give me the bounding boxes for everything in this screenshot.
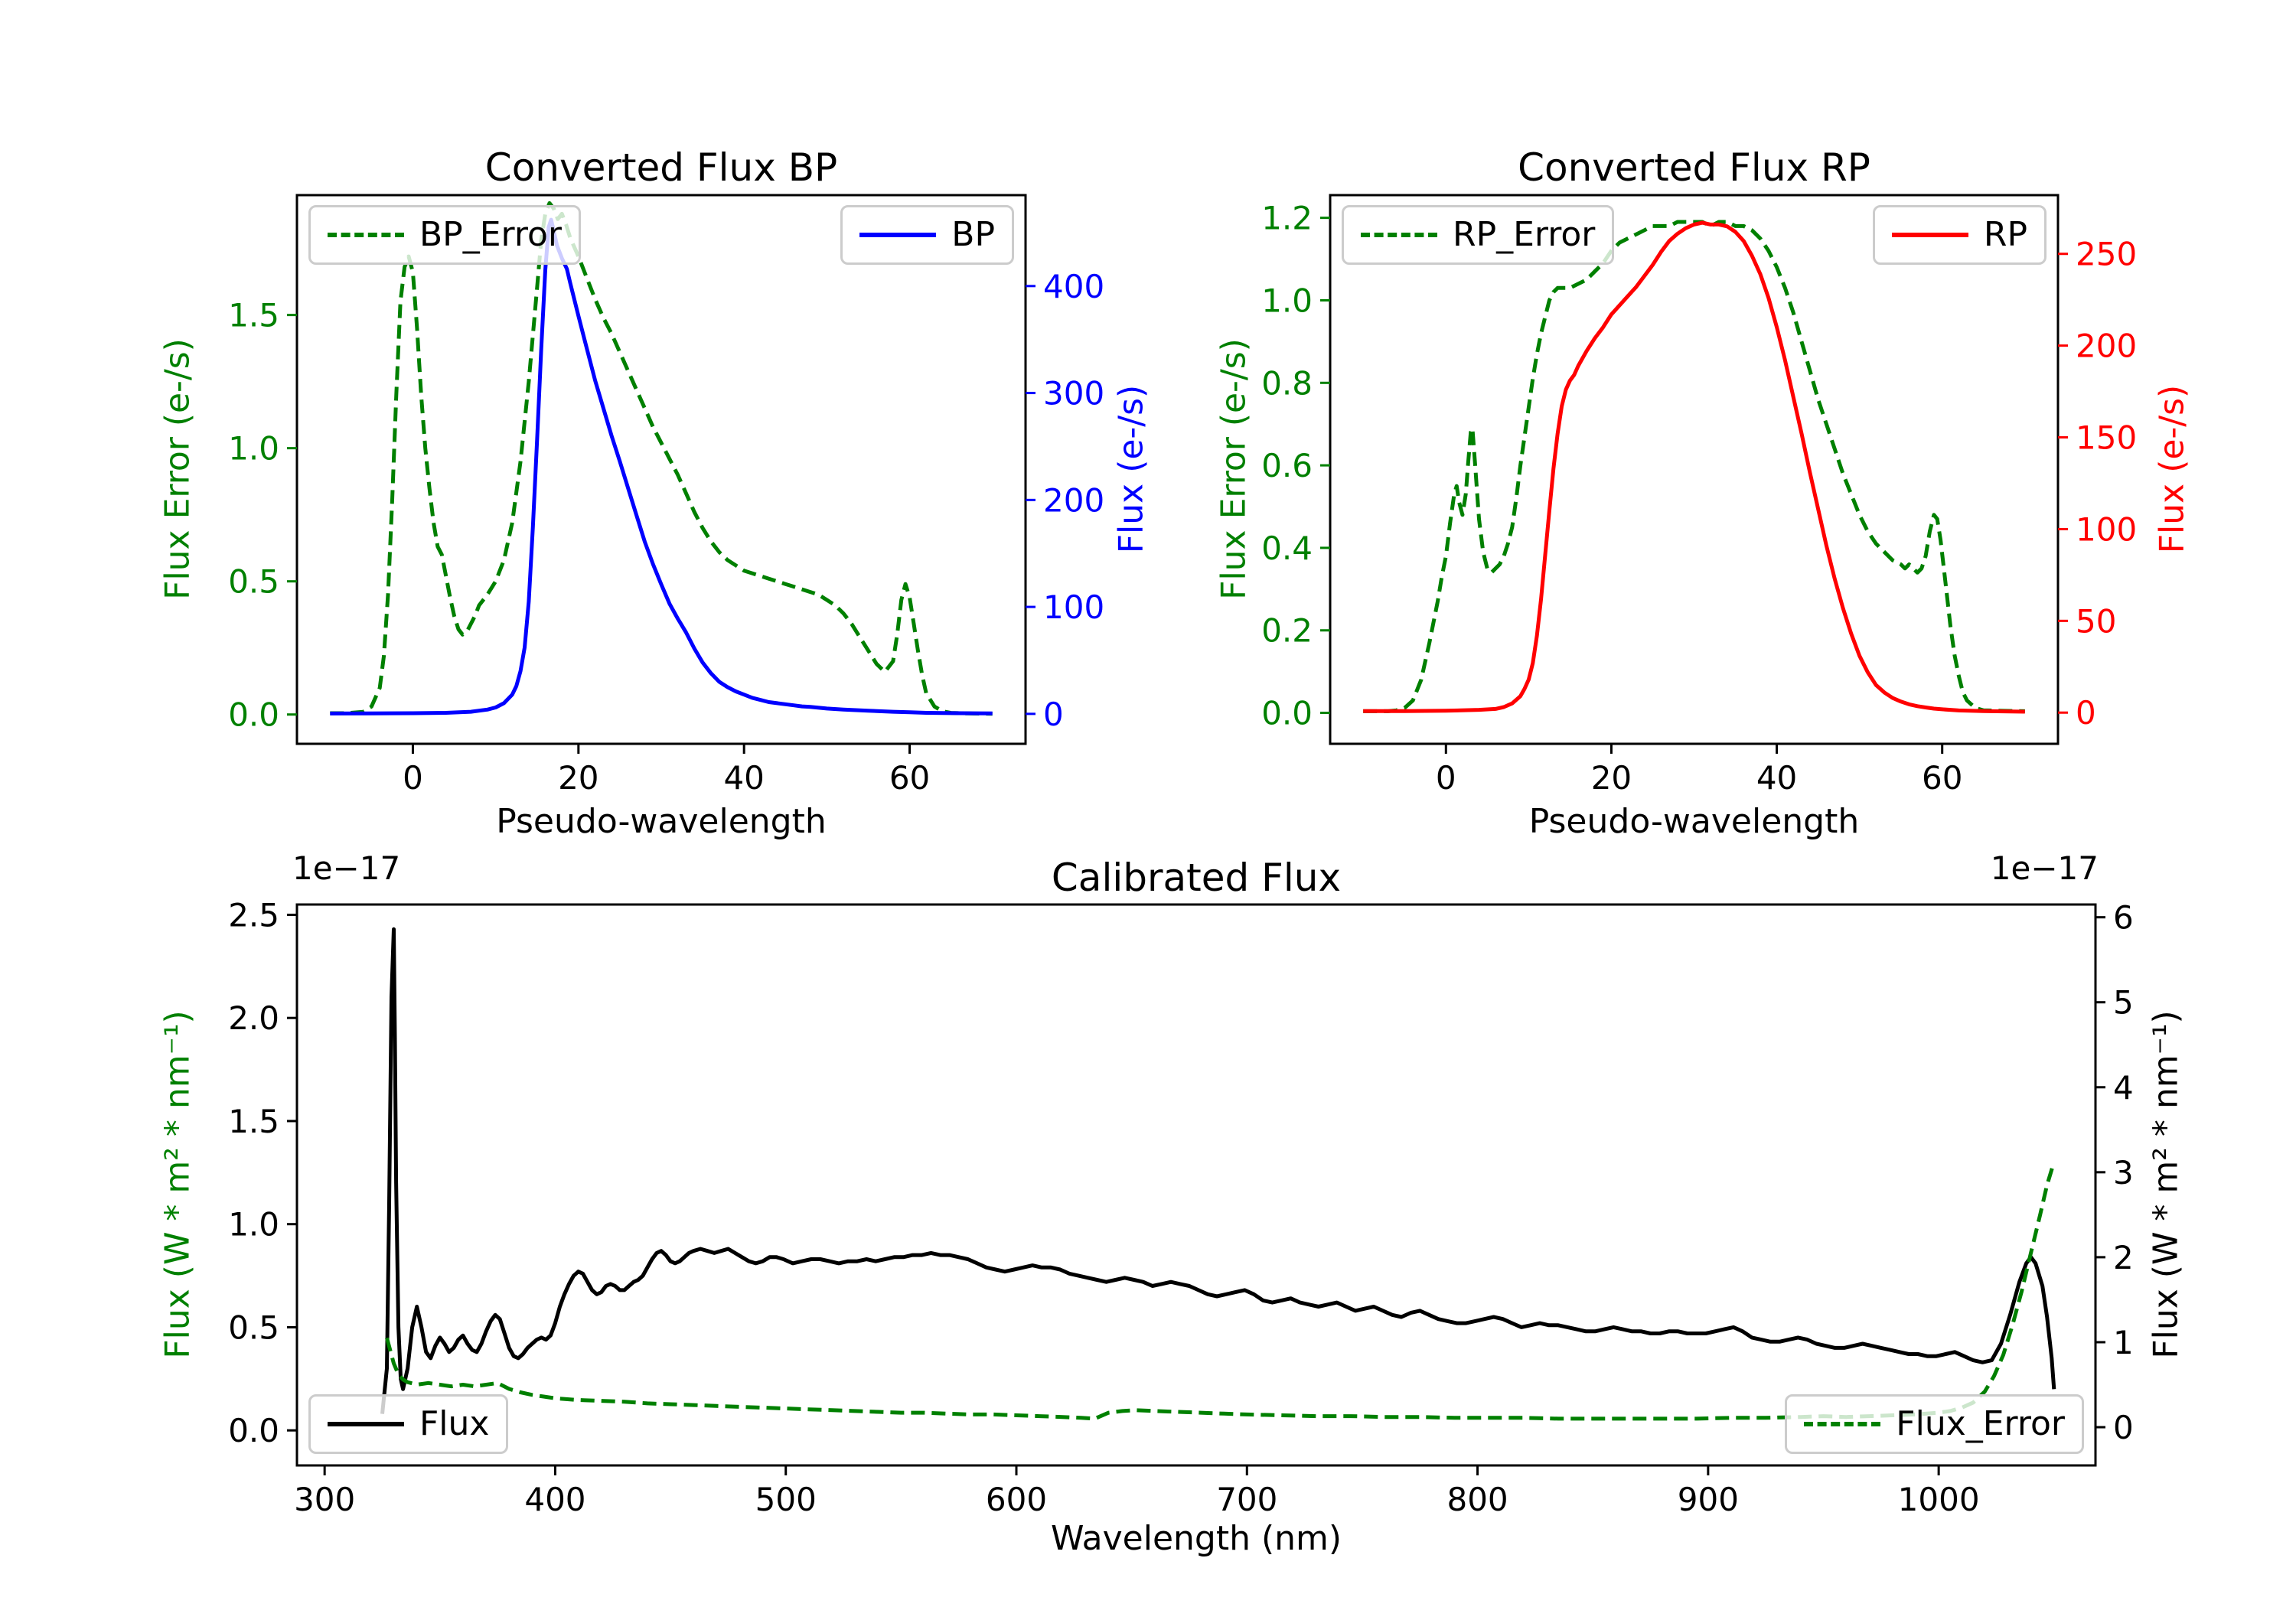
rp-error-legend: RP_Error <box>1342 205 1615 265</box>
rp-legend: RP <box>1872 205 2047 265</box>
svg-text:300: 300 <box>294 1481 355 1518</box>
svg-text:600: 600 <box>986 1481 1047 1518</box>
bp-xlabel: Pseudo-wavelength <box>496 802 827 841</box>
svg-text:300: 300 <box>1043 375 1104 412</box>
svg-text:3: 3 <box>2113 1154 2134 1191</box>
svg-text:20: 20 <box>558 759 598 797</box>
svg-text:100: 100 <box>1043 588 1104 626</box>
flux-error-legend-line-sample <box>1804 1422 1881 1426</box>
svg-text:0: 0 <box>403 759 423 797</box>
bp-ylabel-right: Flux (e-/s) <box>1111 384 1151 554</box>
svg-text:1.0: 1.0 <box>1261 282 1313 319</box>
svg-text:100: 100 <box>2076 510 2137 548</box>
flux-legend-line-sample <box>328 1422 404 1426</box>
rp-legend-label: RP <box>1983 215 2027 254</box>
svg-text:50: 50 <box>2076 602 2116 640</box>
svg-text:0: 0 <box>1436 759 1456 797</box>
rp-legend-line-sample <box>1891 233 1968 237</box>
svg-text:40: 40 <box>723 759 764 797</box>
svg-text:5: 5 <box>2113 984 2134 1022</box>
flux-error-legend-label: Flux_Error <box>1896 1404 2065 1443</box>
svg-text:6: 6 <box>2113 899 2134 937</box>
svg-text:250: 250 <box>2076 236 2137 273</box>
flux-legend: Flux <box>308 1394 509 1454</box>
svg-text:0.8: 0.8 <box>1261 364 1313 402</box>
calibrated-offset-right: 1e−17 <box>1990 849 2099 887</box>
bp-ylabel-left: Flux Error (e-/s) <box>158 338 197 600</box>
svg-text:200: 200 <box>1043 481 1104 519</box>
svg-text:0.0: 0.0 <box>1261 695 1313 732</box>
calibrated-xlabel: Wavelength (nm) <box>1050 1519 1342 1558</box>
svg-text:0.6: 0.6 <box>1261 447 1313 484</box>
bp-chart-canvas: 0 20 40 60 0.0 0.5 1.0 1.5 0 100 200 300 400 <box>228 194 1104 797</box>
svg-text:2.0: 2.0 <box>228 999 279 1037</box>
calibrated-ylabel-right: Flux (W * m² * nm⁻¹) <box>2146 1010 2186 1359</box>
svg-text:400: 400 <box>524 1481 585 1518</box>
svg-text:500: 500 <box>755 1481 817 1518</box>
svg-text:40: 40 <box>1756 759 1797 797</box>
svg-text:900: 900 <box>1678 1481 1739 1518</box>
svg-text:60: 60 <box>889 759 930 797</box>
rp-error-legend-label: RP_Error <box>1453 215 1596 254</box>
svg-text:0.0: 0.0 <box>228 696 279 734</box>
svg-text:1.2: 1.2 <box>1261 200 1313 237</box>
svg-text:0: 0 <box>2076 694 2096 732</box>
calibrated-ylabel-left: Flux (W * m² * nm⁻¹) <box>158 1010 197 1359</box>
svg-text:1: 1 <box>2113 1324 2134 1361</box>
calibrated-title: Calibrated Flux <box>1051 856 1342 900</box>
svg-text:0.5: 0.5 <box>228 1309 279 1346</box>
svg-text:2.5: 2.5 <box>228 896 279 934</box>
svg-text:700: 700 <box>1216 1481 1277 1518</box>
rp-chart-canvas: 0 20 40 60 0.0 0.2 0.4 0.6 0.8 1.0 1.2 0 50 100 150 200… <box>1261 194 2137 797</box>
svg-text:400: 400 <box>1043 268 1104 305</box>
rp-title: Converted Flux RP <box>1518 145 1870 190</box>
bp-title: Converted Flux BP <box>484 145 838 190</box>
svg-text:0.4: 0.4 <box>1261 530 1313 567</box>
svg-text:150: 150 <box>2076 419 2137 457</box>
bp-error-legend-line-sample <box>328 233 404 237</box>
svg-text:0: 0 <box>1043 696 1064 733</box>
svg-text:20: 20 <box>1591 759 1632 797</box>
svg-text:0.5: 0.5 <box>228 563 279 601</box>
bp-legend-label: BP <box>951 215 995 254</box>
flux-error-legend: Flux_Error <box>1785 1394 2084 1454</box>
svg-text:1.0: 1.0 <box>228 430 279 468</box>
rp-ylabel-right: Flux (e-/s) <box>2152 384 2192 554</box>
calibrated-offset-left: 1e−17 <box>292 849 401 887</box>
svg-text:800: 800 <box>1446 1481 1508 1518</box>
svg-text:4: 4 <box>2113 1069 2134 1107</box>
calibrated-chart-canvas: 300 400 500 600 700 800 900 1000 0.0 0.5 1.0 1.5 2.0… <box>228 896 2134 1518</box>
bp-legend-line-sample <box>859 233 937 237</box>
flux-legend-label: Flux <box>419 1404 490 1443</box>
svg-text:1.5: 1.5 <box>228 297 279 334</box>
bp-error-legend-label: BP_Error <box>419 215 562 254</box>
svg-text:0.0: 0.0 <box>228 1412 279 1449</box>
svg-text:0.2: 0.2 <box>1261 612 1313 650</box>
rp-xlabel: Pseudo-wavelength <box>1528 802 1860 841</box>
rp-ylabel-left: Flux Error (e-/s) <box>1214 338 1254 600</box>
svg-text:1.5: 1.5 <box>228 1103 279 1140</box>
svg-text:1000: 1000 <box>1898 1481 1980 1518</box>
svg-text:2: 2 <box>2113 1239 2134 1276</box>
bp-legend: BP <box>840 205 1014 265</box>
svg-text:60: 60 <box>1922 759 1962 797</box>
bp-error-legend: BP_Error <box>308 205 581 265</box>
svg-text:0: 0 <box>2113 1409 2134 1446</box>
rp-error-legend-line-sample <box>1361 233 1437 237</box>
svg-text:200: 200 <box>2076 328 2137 365</box>
svg-text:1.0: 1.0 <box>228 1206 279 1244</box>
